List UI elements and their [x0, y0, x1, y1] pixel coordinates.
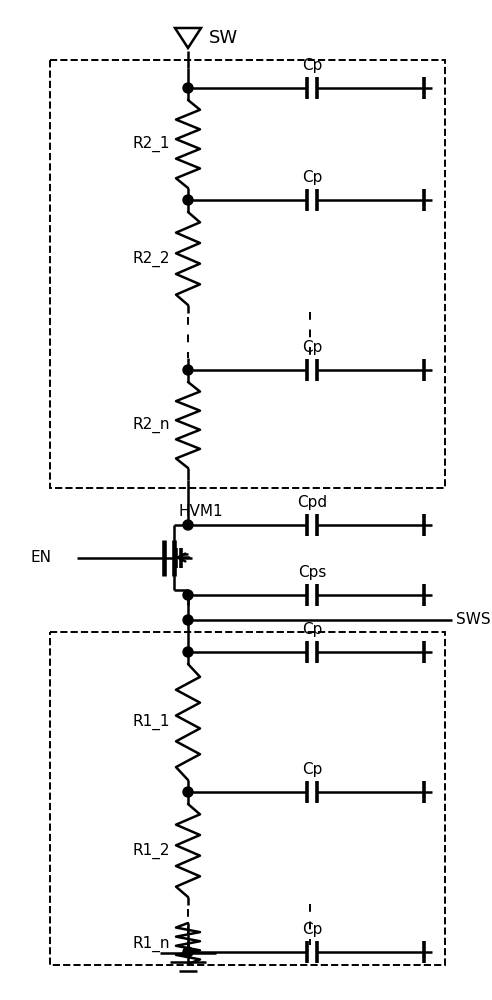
Text: R1_1: R1_1	[132, 714, 170, 730]
Text: Cps: Cps	[298, 565, 326, 580]
Text: Cp: Cp	[302, 622, 322, 637]
Text: Cp: Cp	[302, 170, 322, 185]
Circle shape	[183, 520, 193, 530]
Text: Cp: Cp	[302, 762, 322, 777]
Circle shape	[183, 947, 193, 957]
Text: R1_n: R1_n	[132, 935, 170, 952]
Circle shape	[183, 590, 193, 600]
Text: HVM1: HVM1	[179, 504, 224, 519]
Text: SW: SW	[209, 29, 238, 47]
Circle shape	[183, 647, 193, 657]
Bar	[50, 60, 445, 488]
Bar	[50, 632, 445, 965]
Text: Cp: Cp	[302, 340, 322, 355]
Text: R1_2: R1_2	[132, 842, 170, 859]
Circle shape	[183, 365, 193, 375]
Text: R2_2: R2_2	[132, 250, 170, 267]
Text: R2_n: R2_n	[132, 417, 170, 433]
Text: SWS1: SWS1	[456, 612, 492, 628]
Text: Cp: Cp	[302, 58, 322, 73]
Text: EN: EN	[30, 550, 51, 565]
Text: R2_1: R2_1	[132, 136, 170, 152]
Circle shape	[183, 83, 193, 93]
Circle shape	[183, 615, 193, 625]
Text: Cpd: Cpd	[297, 495, 327, 510]
Circle shape	[183, 787, 193, 797]
Text: Cp: Cp	[302, 922, 322, 937]
Circle shape	[183, 195, 193, 205]
